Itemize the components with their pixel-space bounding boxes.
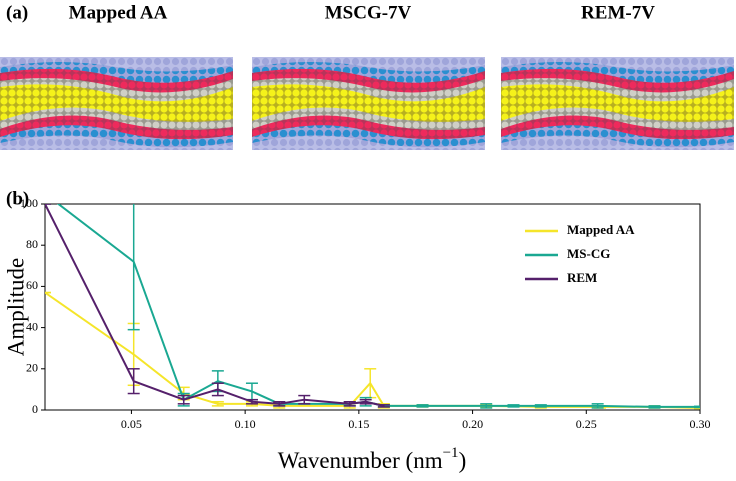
y-tick-label: 0	[32, 402, 38, 416]
plot-area	[45, 204, 700, 410]
error-bar	[648, 405, 661, 409]
panel-label: (a)	[6, 2, 28, 23]
image-title: Mapped AA	[69, 2, 168, 23]
error-bar	[416, 404, 429, 408]
x-axis-label: Wavenumber (nm−1)	[278, 445, 466, 473]
x-axis-label-part: Wavenumber (nm	[278, 448, 443, 473]
y-tick-label: 100	[20, 196, 38, 210]
error-bar	[211, 382, 224, 397]
error-bar	[364, 368, 377, 399]
y-tick-label: 40	[26, 319, 38, 333]
x-tick-label: 0.05	[121, 417, 142, 431]
error-bar	[359, 398, 372, 405]
y-tick-label: 60	[26, 278, 38, 292]
x-tick-label: 0.15	[348, 417, 369, 431]
y-tick-label: 20	[26, 361, 38, 375]
error-bar	[127, 204, 140, 331]
error-bar	[694, 405, 700, 409]
series-line	[45, 204, 385, 407]
y-axis-label: Amplitude	[3, 258, 28, 356]
plot-frame	[44, 203, 701, 411]
x-tick-label: 0.25	[576, 417, 597, 431]
error-bar	[343, 401, 356, 407]
error-bar	[507, 404, 520, 408]
error-bar	[591, 403, 604, 409]
error-bar	[127, 368, 140, 395]
error-bar	[298, 394, 311, 405]
error-bar	[177, 394, 190, 405]
x-axis-label-part: )	[459, 448, 467, 473]
error-bar	[480, 403, 493, 409]
series-line	[45, 291, 700, 409]
x-tick-label: 0.30	[690, 417, 711, 431]
error-bar	[534, 404, 547, 408]
legend-label: REM	[567, 270, 597, 285]
legend-label: MS-CG	[567, 246, 610, 261]
image-title: MSCG-7V	[325, 2, 412, 23]
x-tick-label: 0.10	[235, 417, 256, 431]
membrane-image	[0, 57, 233, 150]
error-bar	[377, 404, 390, 408]
error-bar	[245, 398, 258, 405]
membrane-image	[501, 57, 734, 150]
error-bar	[273, 401, 286, 407]
panel-label: (b)	[6, 188, 29, 209]
error-bar	[211, 401, 224, 407]
membrane-image	[252, 57, 485, 150]
image-title: REM-7V	[581, 2, 655, 23]
x-tick-label: 0.20	[462, 417, 483, 431]
x-axis-label-part: −1	[443, 445, 459, 461]
y-tick-label: 80	[26, 237, 38, 251]
error-bar	[245, 382, 258, 401]
legend-label: Mapped AA	[567, 222, 635, 237]
